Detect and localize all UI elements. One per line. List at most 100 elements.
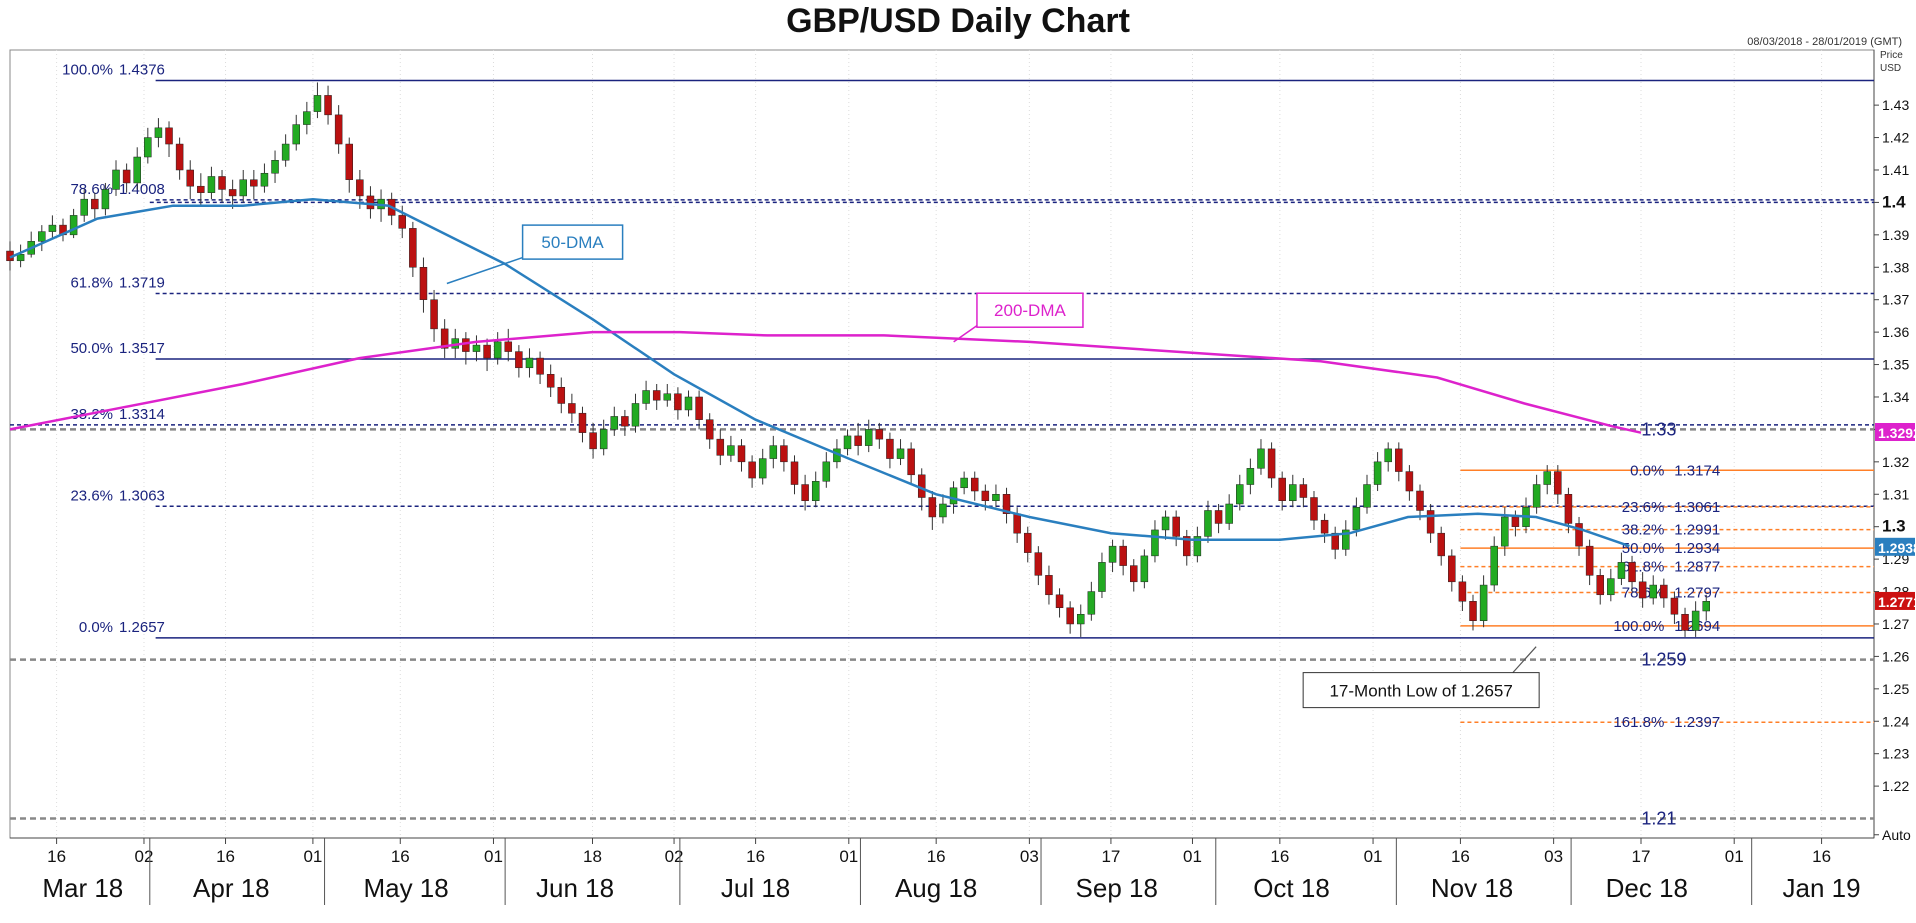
candle-body	[324, 95, 332, 116]
y-tick-label: 1.22	[1882, 778, 1909, 794]
candle-body	[960, 477, 968, 489]
candle-body	[154, 127, 163, 138]
y-tick-label: 1.41	[1882, 162, 1909, 178]
candle-body	[440, 328, 449, 349]
x-day-label: 16	[216, 847, 235, 866]
annotation-low-leader	[1512, 646, 1537, 674]
candle-body	[1077, 613, 1085, 625]
x-day-label: 16	[1812, 847, 1831, 866]
candle-body	[1183, 536, 1191, 557]
x-day-label: 16	[391, 847, 410, 866]
y-tick-label: 1.24	[1882, 713, 1909, 729]
candle-body	[16, 254, 25, 262]
fib-ext-price: 1.2934	[1674, 540, 1720, 557]
x-month-label: Jul 18	[721, 873, 790, 903]
y-tick-label: 1.36	[1882, 324, 1909, 340]
candle-body	[1193, 536, 1202, 557]
candle-body	[610, 416, 619, 430]
candle-body	[1373, 461, 1382, 485]
candle-body	[1119, 545, 1127, 566]
x-day-label: 18	[583, 847, 602, 866]
candle-body	[1045, 575, 1053, 596]
candle-body	[250, 179, 258, 187]
candle-body	[409, 228, 417, 268]
moving-average-200-dma	[9, 330, 1642, 434]
candle-body	[38, 231, 46, 242]
candle-body	[281, 143, 290, 161]
candle-body	[239, 179, 247, 197]
plot-area	[9, 49, 1875, 839]
candle-body	[1649, 584, 1657, 599]
candle-body	[48, 224, 57, 232]
candle-body	[1437, 532, 1445, 557]
fib-level-price: 1.4376	[119, 61, 165, 78]
y-tick-label: 1.34	[1882, 389, 1909, 405]
candle-body	[1066, 607, 1074, 625]
candle-body	[69, 215, 78, 236]
candle-body	[1108, 545, 1117, 563]
candle-body	[949, 487, 958, 505]
candle-body	[705, 419, 714, 440]
y-axis-title: Price	[1880, 50, 1903, 61]
x-day-label: 16	[1451, 847, 1470, 866]
fib-ext-percent: 38.2%	[1622, 522, 1665, 539]
x-day-label: 03	[1544, 847, 1563, 866]
fib-ext-price: 1.2877	[1674, 559, 1720, 576]
candle-body	[1204, 510, 1212, 537]
candle-body	[748, 461, 756, 479]
y-tick-label: Auto	[1882, 827, 1911, 843]
candle-body	[854, 435, 862, 446]
y-axis-unit: USD	[1880, 63, 1901, 74]
x-day-label: 01	[484, 847, 503, 866]
candle-body	[483, 344, 491, 359]
candle-body	[621, 416, 629, 427]
y-tick-label: 1.37	[1882, 292, 1909, 308]
candle-body	[1236, 484, 1244, 505]
x-day-label: 02	[665, 847, 684, 866]
candle-body	[568, 403, 576, 414]
fib-level-price: 1.2657	[119, 619, 165, 636]
fib-ext-price: 1.3061	[1674, 499, 1720, 516]
y-tick-label: 1.38	[1882, 259, 1909, 275]
candle-body	[398, 215, 407, 229]
candle-body	[1585, 545, 1594, 576]
price-badge-label: 1.3292	[1878, 425, 1916, 441]
candle-body	[292, 124, 300, 145]
candle-body	[1299, 484, 1308, 498]
candle-body	[1543, 471, 1551, 485]
candle-body	[1490, 545, 1498, 586]
candle-body	[907, 448, 915, 476]
candle-body	[811, 481, 820, 501]
candle-body	[1331, 532, 1339, 550]
candle-body	[112, 169, 120, 190]
candle-body	[1002, 494, 1011, 514]
candle-body	[843, 435, 852, 450]
candle-body	[144, 137, 152, 158]
candle-body	[536, 357, 544, 375]
annotation-200-leader	[953, 325, 978, 343]
candle-body	[1691, 610, 1700, 631]
candle-body	[271, 160, 279, 174]
x-day-label: 03	[1020, 847, 1039, 866]
candle-body	[599, 429, 608, 450]
candle-body	[313, 95, 322, 112]
candle-body	[1564, 494, 1573, 524]
y-tick-label: 1.26	[1882, 648, 1909, 664]
x-day-label: 16	[1270, 847, 1289, 866]
candle-body	[1267, 448, 1276, 479]
chart-title: GBP/USD Daily Chart	[786, 2, 1130, 40]
candle-body	[578, 412, 587, 433]
candle-body	[822, 461, 831, 482]
candle-body	[1660, 584, 1668, 599]
candle-body	[1214, 510, 1223, 524]
candle-body	[1681, 613, 1689, 631]
fib-level-price: 1.4008	[119, 181, 165, 198]
x-day-label: 02	[135, 847, 154, 866]
candle-body	[695, 396, 703, 420]
candle-body	[165, 127, 173, 145]
candle-body	[1670, 597, 1679, 615]
annotation-low-label: 17-Month Low of 1.2657	[1329, 682, 1512, 701]
candle-body	[1310, 497, 1318, 521]
candle-body	[790, 461, 799, 485]
